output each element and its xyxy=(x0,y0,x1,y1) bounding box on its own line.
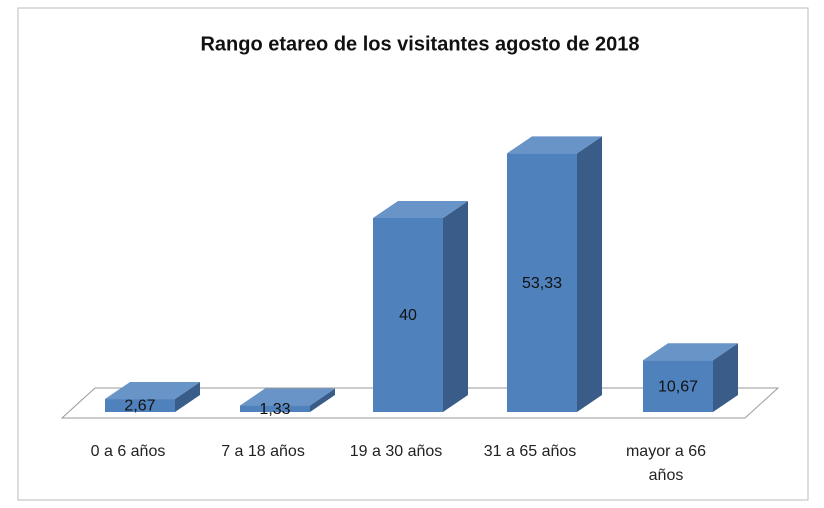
bar xyxy=(643,360,713,412)
bar xyxy=(373,218,443,412)
bar-side xyxy=(713,343,738,412)
x-tick-label: mayor a 66 años xyxy=(625,443,707,484)
bar-side xyxy=(310,388,335,412)
bar-top xyxy=(240,388,335,406)
bar-top xyxy=(105,382,200,400)
bar-side xyxy=(443,201,468,412)
data-label: 2,67 xyxy=(124,398,155,415)
data-label: 53,33 xyxy=(522,275,562,292)
chart-title: Rango etareo de los visitantes agosto de… xyxy=(200,33,639,55)
bar-top xyxy=(373,201,468,218)
x-tick-label: 31 a 65 años xyxy=(483,443,577,460)
x-tick-label: 0 a 6 años xyxy=(90,443,166,460)
x-tick-label: 7 a 18 años xyxy=(221,443,305,460)
bar-top xyxy=(507,136,602,154)
data-label: 10,67 xyxy=(658,378,698,395)
bar xyxy=(240,405,310,412)
bar-top xyxy=(643,343,738,361)
bar xyxy=(105,399,175,412)
bar-side xyxy=(577,136,602,413)
bar xyxy=(507,153,577,413)
data-label: 40 xyxy=(399,307,417,324)
x-tick-label: 19 a 30 años xyxy=(349,443,443,460)
data-label: 1,33 xyxy=(259,401,290,418)
bar-side xyxy=(175,382,200,412)
